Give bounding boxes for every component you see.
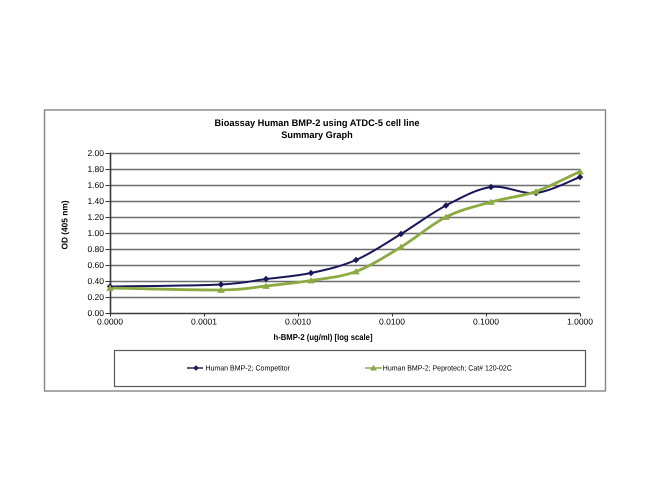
svg-text:h-BMP-2 (ug/ml) [log scale]: h-BMP-2 (ug/ml) [log scale] — [274, 332, 373, 342]
svg-text:OD (405 nm): OD (405 nm) — [60, 200, 70, 249]
svg-text:1.60: 1.60 — [87, 180, 104, 190]
svg-text:0.1000: 0.1000 — [473, 317, 499, 327]
svg-text:2.00: 2.00 — [87, 148, 104, 158]
svg-text:0.00: 0.00 — [87, 308, 104, 318]
svg-text:1.20: 1.20 — [87, 212, 104, 222]
svg-text:0.40: 0.40 — [87, 276, 104, 286]
svg-text:0.0100: 0.0100 — [379, 317, 405, 327]
svg-text:0.0001: 0.0001 — [191, 317, 217, 327]
svg-text:1.80: 1.80 — [87, 164, 104, 174]
svg-text:0.20: 0.20 — [87, 292, 104, 302]
svg-text:0.0000: 0.0000 — [97, 317, 123, 327]
svg-text:0.80: 0.80 — [87, 244, 104, 254]
svg-text:1.0000: 1.0000 — [567, 317, 593, 327]
svg-text:1.00: 1.00 — [87, 228, 104, 238]
svg-text:Summary Graph: Summary Graph — [281, 130, 353, 141]
svg-text:1.40: 1.40 — [87, 196, 104, 206]
svg-text:Bioassay Human BMP-2 using ATD: Bioassay Human BMP-2 using ATDC-5 cell l… — [215, 118, 420, 129]
svg-text:Human BMP-2; Competitor: Human BMP-2; Competitor — [205, 363, 290, 372]
svg-text:0.0010: 0.0010 — [285, 317, 311, 327]
svg-text:Human BMP-2; Peprotech; Cat# 1: Human BMP-2; Peprotech; Cat# 120-02C — [383, 363, 513, 372]
svg-text:0.60: 0.60 — [87, 260, 104, 270]
